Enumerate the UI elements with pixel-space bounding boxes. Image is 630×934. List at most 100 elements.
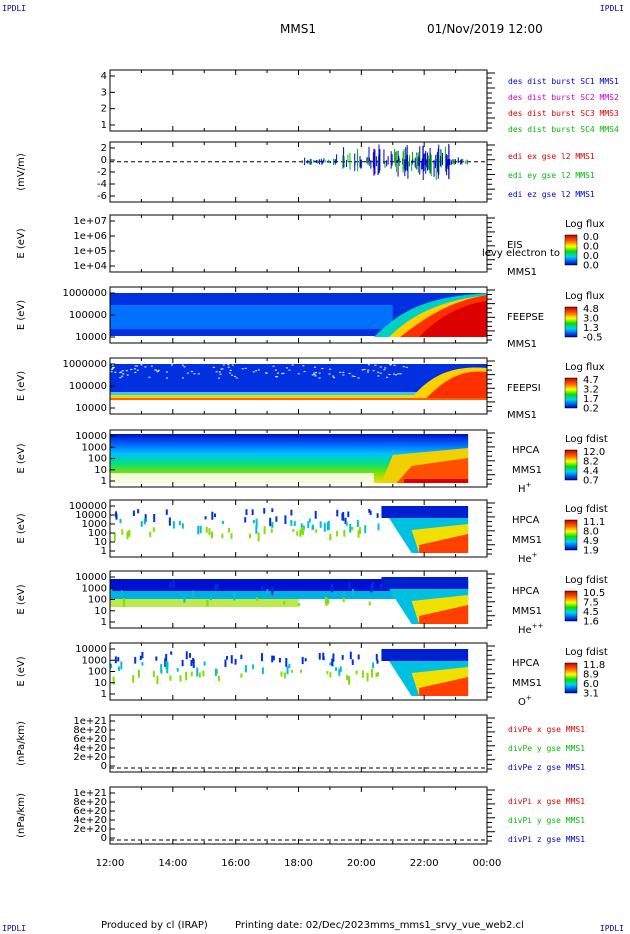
hpca-speck bbox=[221, 520, 224, 525]
feeps-i-gap bbox=[134, 365, 137, 367]
y-tick-label: -2 bbox=[97, 167, 107, 178]
y-tick-label: 1e+05 bbox=[73, 246, 107, 257]
hpca-speck bbox=[261, 667, 264, 675]
feeps-i-gap bbox=[372, 370, 375, 372]
hpca-speck bbox=[165, 509, 168, 515]
colorbar bbox=[564, 662, 578, 694]
panel-feeps-e: 1000000 100000 10000 E (eV) FEEPSE MMS1 Log fl… bbox=[16, 286, 605, 350]
y-tick-label: 10000 bbox=[75, 431, 107, 442]
y-tick-label: 4e+20 bbox=[73, 743, 107, 754]
hpca-speck bbox=[149, 531, 152, 538]
colorbar-tick-label: 4.5 bbox=[583, 607, 599, 618]
feeps-i-gap bbox=[318, 372, 321, 374]
spacecraft-label: MMS1 bbox=[512, 678, 542, 689]
feeps-i-gap bbox=[332, 375, 335, 377]
hpca-speck bbox=[170, 651, 173, 655]
feeps-i-gap bbox=[134, 371, 137, 373]
feeps-i-gap bbox=[126, 374, 129, 376]
hpca-speck bbox=[352, 589, 355, 597]
hpca-speck bbox=[296, 531, 299, 536]
hpca-speck bbox=[155, 656, 158, 661]
hpca-speck bbox=[329, 662, 332, 666]
y-tick-label: 8e+20 bbox=[73, 725, 107, 736]
feeps-i-gap bbox=[215, 371, 218, 373]
y-tick-label: 1000 bbox=[82, 655, 107, 666]
hpca-speck bbox=[183, 595, 186, 603]
spacecraft-label: MMS1 bbox=[507, 410, 537, 421]
hpca-speck bbox=[361, 670, 364, 678]
hpca-speck bbox=[285, 657, 288, 667]
hpca-speck bbox=[244, 517, 247, 523]
hpca-h-orange bbox=[396, 458, 469, 483]
y-tick-label: 100000 bbox=[69, 501, 107, 512]
hpca-speck bbox=[293, 521, 296, 527]
feeps-i-gap bbox=[218, 377, 221, 379]
hpca-speck bbox=[214, 584, 217, 591]
y-tick-label: -6 bbox=[97, 191, 107, 202]
hpca-speck bbox=[244, 665, 247, 673]
legend-entry: divPi x gse MMS1 bbox=[508, 797, 585, 806]
hpca-speck bbox=[301, 656, 304, 665]
hpca-speck bbox=[196, 667, 199, 677]
instrument-label: HPCA bbox=[512, 515, 540, 526]
feeps-i-gap bbox=[231, 374, 234, 376]
feeps-e-band-inner bbox=[110, 305, 393, 329]
panel-frame bbox=[109, 786, 488, 845]
y-tick-label: 0 bbox=[101, 761, 107, 772]
colorbar bbox=[564, 306, 578, 338]
hpca-speck bbox=[202, 670, 205, 677]
legend-entry: edi ex gse l2 MMS1 bbox=[508, 152, 595, 161]
hpca-speck bbox=[160, 664, 163, 673]
feeps-i-gap bbox=[303, 371, 306, 373]
y-axis-label: (nPa/km) bbox=[16, 721, 27, 766]
feeps-i-cyan-line bbox=[110, 392, 487, 395]
colorbar-tick-label: 1.3 bbox=[583, 323, 599, 334]
feeps-i-gap bbox=[313, 372, 316, 374]
y-tick-label: 10000 bbox=[75, 510, 107, 521]
hpca-speck bbox=[211, 511, 214, 520]
colorbar bbox=[564, 234, 578, 266]
y-tick-label: 10000 bbox=[75, 572, 107, 583]
feeps-i-gap bbox=[193, 373, 196, 375]
colorbar-tick-label: 10.5 bbox=[583, 588, 605, 599]
y-tick-label: 3 bbox=[101, 87, 107, 98]
colorbar-tick-label: 0.0 bbox=[583, 261, 599, 272]
colorbar-tick-label: 3.2 bbox=[583, 385, 599, 396]
y-tick-label: 6e+20 bbox=[73, 806, 107, 817]
corner-label-tl: IPDLI bbox=[2, 4, 27, 13]
hpca-speck bbox=[114, 656, 117, 664]
hpca-speck bbox=[263, 526, 266, 535]
feeps-i-gap bbox=[297, 373, 300, 375]
y-tick-label: 1 bbox=[101, 120, 107, 131]
hpca-speck bbox=[335, 667, 338, 671]
feeps-i-gap bbox=[361, 369, 364, 371]
panel-eis: 1e+07 1e+06 1e+05 1e+04 E (eV) EIS MMS1 levy el… bbox=[16, 214, 605, 278]
x-tick-label: 20:00 bbox=[347, 858, 376, 869]
feeps-i-yellow-line bbox=[110, 395, 487, 398]
hpca-speck bbox=[347, 511, 350, 518]
hpca-speck bbox=[283, 672, 286, 679]
hpca-speck bbox=[370, 584, 373, 593]
feeps-i-gap bbox=[234, 375, 237, 377]
hpca-speck bbox=[376, 513, 379, 518]
y-tick-label: 2 bbox=[101, 143, 107, 154]
hpca-speck bbox=[266, 589, 269, 594]
colorbar-tick-label: 4.7 bbox=[583, 375, 599, 386]
legend-entry: des dist burst SC2 MMS2 bbox=[508, 93, 619, 102]
feeps-i-gap bbox=[386, 376, 389, 378]
hpca-speck bbox=[304, 658, 307, 662]
feeps-i-gap bbox=[255, 370, 258, 372]
y-tick-label: 1e+04 bbox=[73, 261, 107, 272]
feeps-i-gap bbox=[367, 364, 370, 366]
y-tick-label: 1000 bbox=[82, 442, 107, 453]
hpca-band-low bbox=[110, 599, 299, 607]
hpca-speck bbox=[300, 527, 303, 531]
y-tick-label: 1000 bbox=[82, 583, 107, 594]
hpca-speck bbox=[185, 651, 188, 660]
hpca-speck bbox=[192, 659, 195, 669]
colorbar-title: Log fdist bbox=[565, 504, 608, 515]
feeps-i-gap bbox=[114, 371, 117, 373]
feeps-i-gap bbox=[285, 367, 288, 369]
panel-edi: 20-2-4-6 (mV/m) edi ex gse l2 MMS1 edi ey g… bbox=[16, 141, 595, 203]
